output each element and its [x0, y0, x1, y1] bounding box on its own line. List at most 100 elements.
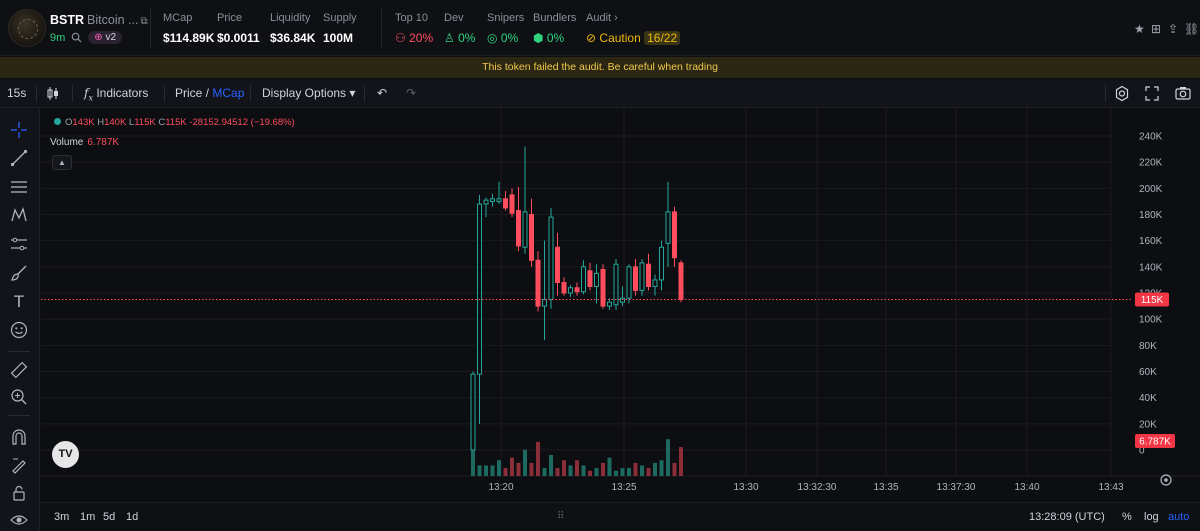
candle-body	[496, 198, 502, 202]
stat-label: Supply	[323, 12, 357, 24]
price-chart[interactable]: 240K220K200K180K160K140K120K100K80K60K40…	[41, 108, 1200, 531]
redo-icon[interactable]: ↷	[406, 86, 417, 100]
indicators-button[interactable]: fx Indicators	[84, 79, 148, 108]
time-tick: 13:30	[733, 482, 758, 493]
horizontal-lines-icon[interactable]	[7, 175, 31, 199]
chart-toolbar: 15s fx Indicators Price / MCap Display O…	[0, 79, 1200, 108]
display-options-button[interactable]: Display Options ▾	[262, 79, 355, 108]
tradingview-logo[interactable]: TV	[52, 441, 79, 468]
volume-bar	[503, 468, 508, 476]
chart-canvas[interactable]: 240K220K200K180K160K140K120K100K80K60K40…	[41, 108, 1200, 502]
star-icon[interactable]: ★	[1134, 22, 1145, 36]
price-tick: 220K	[1139, 158, 1163, 169]
stat-number: 0%	[500, 31, 519, 45]
range-5d[interactable]: 5d	[103, 511, 116, 523]
time-tick: 13:37:30	[937, 482, 976, 493]
log-toggle[interactable]: log	[1144, 511, 1159, 523]
price-label: Price	[175, 86, 203, 100]
volume-bar	[679, 447, 683, 476]
divider	[36, 85, 37, 102]
candle-body	[568, 287, 573, 294]
lock-icon[interactable]	[7, 481, 31, 505]
utc-clock[interactable]: 13:28:09 (UTC)	[1029, 511, 1105, 523]
volume-bar	[646, 468, 651, 476]
time-tick: 13:40	[1014, 482, 1039, 493]
eye-icon[interactable]	[7, 508, 31, 531]
stat-number: 0%	[458, 31, 476, 45]
share-icon[interactable]: ⇪	[1168, 22, 1179, 36]
volume-legend: Volume 6.787K	[50, 137, 119, 148]
candle-body	[581, 266, 586, 293]
candle-body	[548, 216, 554, 301]
stat-label: Snipers	[487, 12, 525, 24]
zoom-in-icon[interactable]	[7, 385, 31, 409]
stat-price: Price $0.0011	[217, 12, 260, 45]
token-symbol: BSTR	[50, 13, 85, 27]
bundle-icon: ⬢	[533, 31, 544, 45]
stat-value: ♙ 0%	[444, 31, 475, 45]
candle-body	[561, 282, 567, 294]
settings-icon[interactable]	[1114, 79, 1130, 108]
range-1d[interactable]: 1d	[126, 511, 139, 523]
candle-body	[535, 259, 541, 307]
ohlc-legend: O143K H140K L115K C115K -28152.94512 (−1…	[54, 117, 295, 128]
stat-audit[interactable]: Audit › ⊘ Caution 16/22	[586, 12, 681, 45]
ruler-icon[interactable]	[7, 358, 31, 382]
fullscreen-icon[interactable]	[1145, 79, 1159, 108]
high-value: 140K	[104, 117, 127, 128]
collapse-legend-button[interactable]: ▲	[52, 155, 72, 170]
candle-body	[600, 268, 606, 307]
forecast-icon[interactable]	[7, 232, 31, 256]
candle-body	[470, 373, 476, 451]
version-badge[interactable]: ⊕ v2	[88, 31, 123, 44]
volume-bar	[640, 465, 644, 476]
candle-body	[483, 199, 489, 205]
stat-dev: Dev ♙ 0%	[444, 12, 475, 45]
divider	[72, 85, 73, 102]
stat-top10: Top 10 ⚇ 20%	[395, 12, 433, 45]
divider	[150, 8, 151, 48]
caret-down-icon: ▾	[349, 86, 356, 100]
volume-bar	[516, 462, 521, 476]
range-3m[interactable]: 3m	[54, 511, 70, 523]
search-icon[interactable]	[71, 32, 82, 43]
magnet-icon[interactable]	[7, 425, 31, 449]
drawing-mode-icon[interactable]	[7, 453, 31, 477]
auto-toggle[interactable]: auto	[1168, 511, 1190, 523]
camera-icon[interactable]	[1175, 79, 1191, 108]
brush-icon[interactable]	[7, 261, 31, 285]
fx-icon: fx	[84, 86, 93, 103]
link-icon[interactable]: ⛓	[1184, 22, 1200, 36]
price-tick: 100K	[1139, 315, 1163, 326]
percent-toggle[interactable]: %	[1122, 511, 1132, 523]
crosshair-icon[interactable]	[7, 118, 31, 142]
current-volume-label: 6.787K	[1139, 437, 1171, 448]
candle-type-icon[interactable]	[46, 79, 60, 108]
volume-label: Volume	[50, 137, 84, 148]
volume-bar	[529, 462, 534, 476]
time-tick: 13:20	[488, 482, 513, 493]
candle-body	[639, 262, 645, 291]
range-1m[interactable]: 1m	[80, 511, 96, 523]
stat-label: Dev	[444, 12, 464, 24]
pattern-icon[interactable]	[7, 203, 31, 227]
text-icon[interactable]: T	[13, 292, 25, 311]
candle-body	[613, 263, 619, 306]
copy-icon[interactable]: ⧉	[140, 16, 148, 27]
axis-settings-icon	[1160, 474, 1172, 486]
volume-bar	[614, 470, 618, 476]
candle-body	[477, 203, 482, 375]
undo-icon[interactable]: ↶	[377, 86, 388, 100]
stat-liquidity: Liquidity $36.84K	[270, 12, 315, 45]
price-mcap-toggle[interactable]: Price / MCap	[175, 79, 244, 108]
add-window-icon[interactable]: ⊞	[1151, 22, 1162, 36]
emoji-icon[interactable]	[7, 318, 31, 342]
stat-snipers: Snipers ◎ 0%	[487, 12, 524, 45]
volume-bar	[672, 462, 677, 476]
candle-body	[587, 270, 593, 287]
version-label: v2	[105, 32, 117, 43]
volume-bar	[601, 462, 605, 476]
interval-selector[interactable]: 15s	[7, 86, 27, 100]
resize-handle-icon[interactable]: ⠿	[557, 511, 565, 522]
trend-line-icon[interactable]	[7, 146, 31, 170]
